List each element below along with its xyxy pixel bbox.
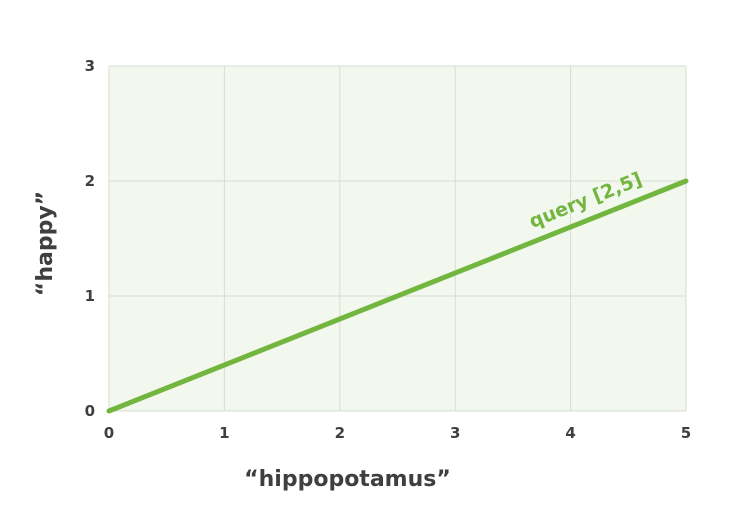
y-tick-label: 1 — [85, 287, 95, 305]
x-tick-label: 5 — [681, 424, 691, 442]
series-line — [106, 178, 689, 414]
x-tick-label: 0 — [104, 424, 114, 442]
y-tick-label: 3 — [85, 57, 95, 75]
y-tick-label: 2 — [85, 172, 95, 190]
x-axis-ticks: 0 1 2 3 4 5 — [104, 424, 691, 442]
plot-area — [109, 66, 686, 411]
grid-lines — [108, 65, 687, 412]
y-axis-title: “happy” — [33, 191, 58, 296]
y-tick-label: 0 — [85, 402, 95, 420]
x-tick-label: 1 — [219, 424, 229, 442]
y-axis-ticks: 0 1 2 3 — [85, 57, 95, 420]
x-tick-label: 4 — [565, 424, 575, 442]
x-tick-label: 3 — [450, 424, 460, 442]
x-axis-title: “hippopotamus” — [244, 467, 451, 492]
x-tick-label: 2 — [335, 424, 345, 442]
